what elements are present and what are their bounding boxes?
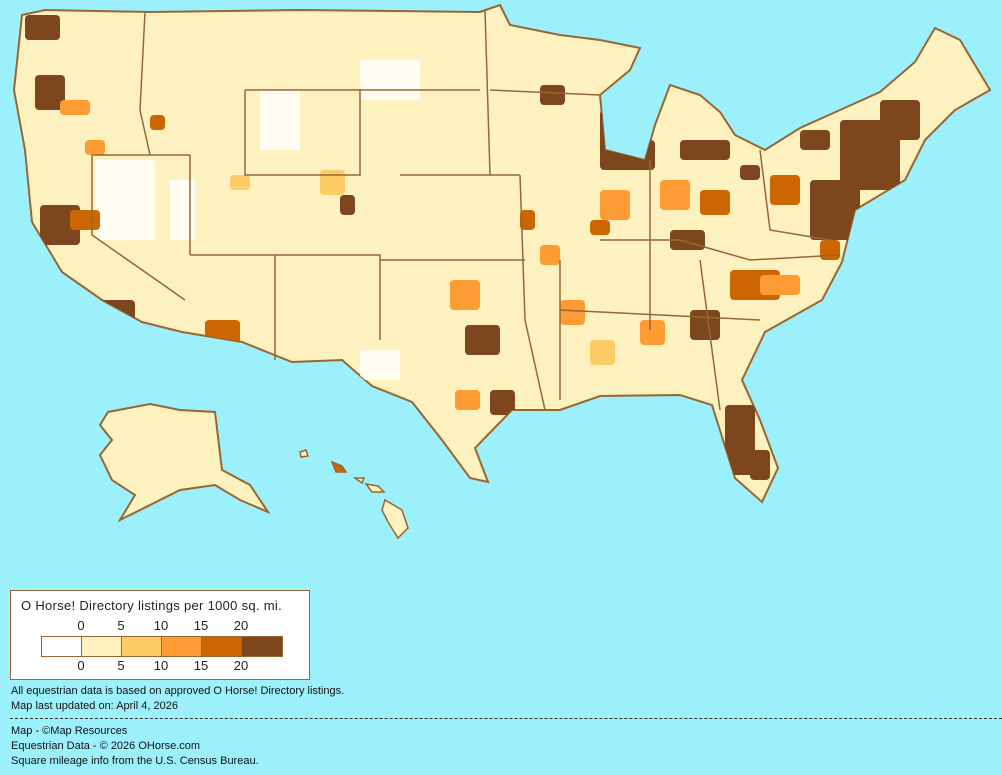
state-border (699, 259, 721, 411)
state-border (519, 174, 546, 411)
last-updated: Map last updated on: April 4, 2026 (11, 700, 178, 712)
county-density-region (25, 15, 60, 40)
census-credit: Square mileage info from the U.S. Census… (11, 755, 259, 767)
us-county-density-map (12, 3, 992, 540)
alaska (98, 402, 271, 523)
legend-swatch (82, 637, 122, 656)
county-density-region (590, 220, 610, 235)
hawaii (299, 449, 409, 540)
hawaii-island (381, 498, 409, 540)
legend-color-bar (41, 636, 283, 657)
county-density-region (700, 190, 730, 215)
county-density-region (85, 140, 105, 155)
county-density-region (455, 390, 480, 410)
state-border (139, 11, 151, 156)
county-density-region (660, 180, 690, 210)
county-density-region (540, 245, 560, 265)
county-density-region (690, 310, 720, 340)
legend-swatch (202, 637, 242, 656)
county-density-region (95, 160, 155, 240)
map-credit: Map - ©Map Resources (11, 725, 128, 737)
county-density-region (340, 195, 355, 215)
county-density-region (630, 140, 655, 170)
county-density-region (135, 325, 155, 345)
legend-label: 20 (233, 618, 249, 633)
state-border (489, 89, 601, 96)
county-density-region (100, 300, 135, 325)
county-density-region (320, 170, 345, 195)
county-density-region (725, 405, 755, 475)
county-density-region (640, 320, 665, 345)
legend-label: 15 (193, 658, 209, 673)
legend-label: 0 (77, 618, 85, 633)
hawaii-island (330, 460, 348, 473)
divider (10, 718, 1002, 719)
county-density-region (560, 300, 585, 325)
legend-label: 10 (153, 658, 169, 673)
county-density-region (820, 240, 840, 260)
county-density-region (540, 85, 565, 105)
county-density-region (360, 60, 420, 100)
state-border (484, 9, 491, 176)
county-density-region (600, 190, 630, 220)
state-border (275, 254, 381, 340)
legend-swatch (122, 637, 162, 656)
legend-label: 20 (233, 658, 249, 673)
state-border (91, 155, 186, 301)
county-density-region (150, 115, 165, 130)
legend-title: O Horse! Directory listings per 1000 sq.… (21, 598, 283, 613)
county-density-region (35, 75, 65, 110)
state-border (759, 149, 831, 241)
county-density-region (810, 180, 860, 240)
hawaii-island (299, 449, 309, 458)
county-density-region (465, 325, 500, 355)
county-density-region (680, 140, 730, 160)
county-density-region (750, 450, 770, 480)
legend-swatch (42, 637, 82, 656)
county-density-region (60, 100, 90, 115)
county-density-region (800, 130, 830, 150)
state-border (244, 89, 361, 176)
county-density-region (490, 390, 515, 415)
state-border (600, 239, 841, 261)
county-density-region (520, 210, 535, 230)
county-density-region (590, 340, 615, 365)
county-density-region (170, 180, 195, 240)
legend-swatch (162, 637, 202, 656)
county-density-region (260, 90, 300, 150)
data-credit: Equestrian Data - © 2026 OHorse.com (11, 740, 201, 752)
legend-swatch (242, 637, 282, 656)
legend-label: 5 (117, 658, 125, 673)
county-density-region (450, 280, 480, 310)
legend-label: 0 (77, 658, 85, 673)
hawaii-island (364, 482, 386, 493)
legend-label: 10 (153, 618, 169, 633)
legend-label: 15 (193, 618, 209, 633)
state-border (559, 309, 761, 321)
county-density-region (230, 175, 250, 190)
county-density-region (360, 350, 400, 380)
county-density-region (70, 210, 100, 230)
county-density-region (880, 100, 920, 140)
legend-label: 5 (117, 618, 125, 633)
county-density-region (740, 165, 760, 180)
county-density-region (770, 175, 800, 205)
county-density-region (760, 275, 800, 295)
hawaii-island (352, 477, 366, 485)
legend: O Horse! Directory listings per 1000 sq.… (10, 590, 310, 680)
data-source-note: All equestrian data is based on approved… (11, 685, 345, 697)
